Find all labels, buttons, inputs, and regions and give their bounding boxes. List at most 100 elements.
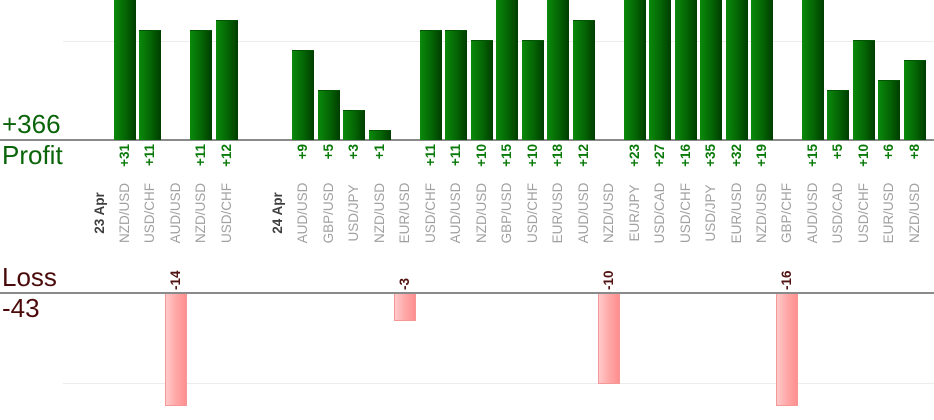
profit-bar xyxy=(419,30,442,140)
profit-bar xyxy=(470,40,493,140)
profit-value-label: +16 xyxy=(677,144,693,167)
profit-bar xyxy=(113,0,136,140)
pair-label: EUR/USD xyxy=(550,182,566,244)
profit-value-label: +15 xyxy=(499,144,515,167)
profit-bar xyxy=(725,0,748,140)
pair-label: USD/CHF xyxy=(218,183,234,243)
profit-value-label: +11 xyxy=(142,144,158,167)
profit-bar xyxy=(139,30,162,140)
date-label: 24 Apr xyxy=(269,192,285,234)
profit-bar xyxy=(547,0,570,140)
pair-label: AUD/USD xyxy=(575,182,591,244)
profit-value-label: +8 xyxy=(906,144,922,160)
profit-value-label: +11 xyxy=(448,144,464,167)
loss-value-label: -16 xyxy=(779,270,795,290)
profit-total: +366 xyxy=(2,109,61,139)
profit-value-label: +15 xyxy=(804,144,820,167)
pair-label: NZD/USD xyxy=(753,183,769,243)
pair-label: NZD/USD xyxy=(116,183,132,243)
profit-value-label: +10 xyxy=(524,144,540,167)
loss-axis-label: Loss xyxy=(2,262,57,292)
pair-label: USD/CAD xyxy=(830,182,846,244)
pair-label: NZD/USD xyxy=(371,183,387,243)
pair-label: NZD/USD xyxy=(601,183,617,243)
profit-bar xyxy=(623,0,646,140)
pair-label: USD/CHF xyxy=(677,183,693,243)
pair-label: USD/JPY xyxy=(703,184,719,242)
loss-bar xyxy=(776,294,799,406)
profit-bar xyxy=(852,40,875,140)
pair-label: GBP/CHF xyxy=(779,182,795,244)
profit-value-label: +35 xyxy=(703,144,719,167)
profit-value-label: +5 xyxy=(830,144,846,160)
pair-label: EUR/USD xyxy=(881,182,897,244)
profit-bar xyxy=(674,0,697,140)
profit-bar xyxy=(827,90,850,140)
profit-value-label: +18 xyxy=(550,144,566,167)
profit-axis-line xyxy=(0,139,934,141)
profit-bar xyxy=(700,0,723,140)
profit-bar xyxy=(292,50,315,140)
pair-label: EUR/USD xyxy=(728,182,744,244)
profit-value-label: +11 xyxy=(422,144,438,167)
profit-bar xyxy=(368,130,391,140)
profit-bar xyxy=(215,20,238,140)
profit-value-label: +23 xyxy=(626,144,642,167)
profit-value-label: +27 xyxy=(652,144,668,167)
profit-bar xyxy=(572,20,595,140)
profit-value-label: +3 xyxy=(346,144,362,160)
profit-bar xyxy=(750,0,773,140)
loss-bar xyxy=(164,294,187,406)
profit-bar xyxy=(343,110,366,140)
pair-label: NZD/USD xyxy=(906,183,922,243)
profit-value-label: +5 xyxy=(320,144,336,160)
profit-value-label: +10 xyxy=(855,144,871,167)
loss-value-label: -14 xyxy=(167,270,183,290)
profit-bar xyxy=(190,30,213,140)
profit-value-label: +10 xyxy=(473,144,489,167)
profit-bar xyxy=(878,80,901,140)
profit-bar xyxy=(649,0,672,140)
profit-bar xyxy=(903,60,926,140)
loss-bar xyxy=(394,294,417,321)
profit-value-label: +19 xyxy=(753,144,769,167)
loss-axis-line xyxy=(0,292,934,294)
profit-value-label: +6 xyxy=(881,144,897,160)
pair-label: USD/CHF xyxy=(422,183,438,243)
loss-value-label: -10 xyxy=(601,270,617,290)
loss-bar xyxy=(598,294,621,384)
profit-value-label: +12 xyxy=(575,144,591,167)
profit-value-label: +31 xyxy=(116,144,132,167)
profit-value-label: +1 xyxy=(371,144,387,160)
loss-total: -43 xyxy=(2,293,40,323)
pair-label: USD/CAD xyxy=(652,182,668,244)
pair-label: EUR/USD xyxy=(397,182,413,244)
pair-label: NZD/USD xyxy=(193,183,209,243)
pair-label: AUD/USD xyxy=(167,182,183,244)
pair-label: USD/CHF xyxy=(524,183,540,243)
pair-label: NZD/USD xyxy=(473,183,489,243)
profit-bar xyxy=(445,30,468,140)
profit-value-label: +9 xyxy=(295,144,311,160)
profit-bar xyxy=(317,90,340,140)
profit-value-label: +12 xyxy=(218,144,234,167)
profit-value-label: +11 xyxy=(193,144,209,167)
pair-label: USD/CHF xyxy=(142,183,158,243)
pair-label: GBP/USD xyxy=(320,182,336,244)
pair-label: AUD/USD xyxy=(295,182,311,244)
loss-value-label: -3 xyxy=(397,277,413,290)
profit-value-label: +32 xyxy=(728,144,744,167)
pair-label: GBP/USD xyxy=(499,182,515,244)
pair-label: AUD/USD xyxy=(804,182,820,244)
pair-label: USD/CHF xyxy=(855,183,871,243)
pair-label: AUD/USD xyxy=(448,182,464,244)
profit-bar xyxy=(496,0,519,140)
pair-label: EUR/JPY xyxy=(626,184,642,242)
profit-axis-label: Profit xyxy=(2,140,63,170)
profit-bar xyxy=(521,40,544,140)
loss-gridline xyxy=(63,383,934,384)
pair-label: USD/JPY xyxy=(346,184,362,242)
profit-bar xyxy=(801,0,824,140)
date-label: 23 Apr xyxy=(91,192,107,234)
